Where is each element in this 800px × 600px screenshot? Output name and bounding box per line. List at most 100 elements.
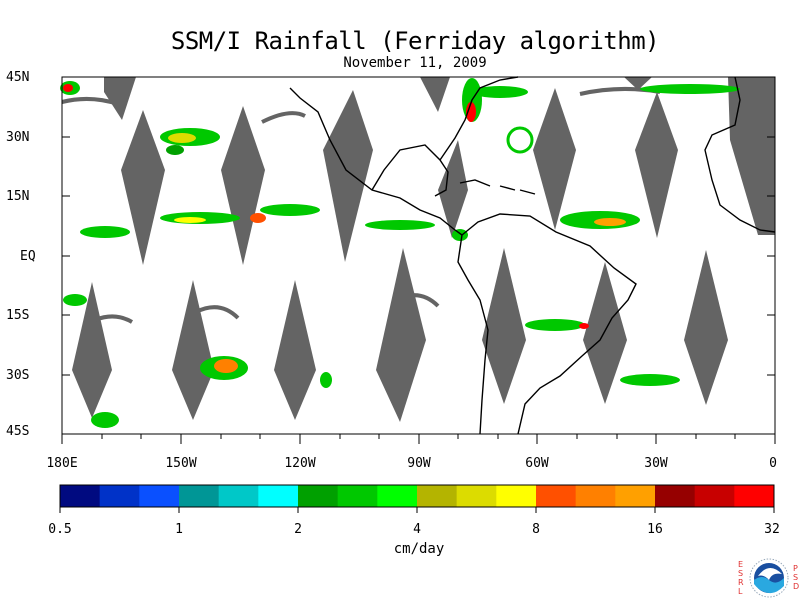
- rain-patch: [579, 323, 589, 329]
- logo-letter: D: [793, 582, 800, 591]
- swath-edge-arc: [195, 305, 240, 320]
- colorbar-swatch: [139, 485, 180, 507]
- logo-letter: P: [793, 564, 798, 573]
- colorbar-swatch: [694, 485, 735, 507]
- rain-patch: [214, 359, 238, 373]
- coastlines: [289, 76, 776, 435]
- colorbar-units: cm/day: [393, 541, 445, 557]
- swath-edge-arc: [395, 293, 440, 308]
- colorbar-tick-label: 1: [175, 522, 183, 537]
- swath-gap: [624, 77, 652, 90]
- rain-patch: [250, 213, 266, 223]
- colorbar-tick-label: 32: [764, 522, 780, 537]
- swath-gap: [420, 77, 450, 112]
- lat-label: 15S: [6, 308, 30, 323]
- logo-letter: S: [793, 573, 799, 582]
- map-date: November 11, 2009: [343, 55, 487, 71]
- lon-label: 90W: [407, 456, 431, 471]
- missing-swaths: [61, 77, 775, 422]
- colorbar-swatch: [536, 485, 577, 507]
- lon-label: 30W: [644, 456, 668, 471]
- rain-patch: [63, 84, 73, 92]
- colorbar-swatch: [575, 485, 616, 507]
- lon-ticks: [61, 434, 776, 444]
- colorbar-swatch: [377, 485, 418, 507]
- swath-gap: [121, 110, 165, 265]
- swath-edge-arc: [61, 97, 119, 106]
- lon-label: 150W: [165, 456, 197, 471]
- swath-gap: [482, 248, 526, 404]
- lat-label: 15N: [6, 189, 30, 204]
- colorbar-swatch: [99, 485, 140, 507]
- rain-patch: [640, 84, 740, 94]
- lon-label: 180E: [46, 456, 78, 471]
- swath-gap: [583, 262, 627, 404]
- rain-patch: [620, 374, 680, 386]
- swath-gap: [274, 280, 316, 420]
- coastline-north-america: [289, 76, 519, 236]
- rain-patch: [168, 133, 196, 143]
- noaa-logo: E S R L P S D: [738, 556, 800, 600]
- colorbar-swatch: [615, 485, 656, 507]
- colorbar-swatch: [258, 485, 299, 507]
- colorbar-tick-label: 4: [413, 522, 421, 537]
- rain-patch: [365, 220, 435, 230]
- rain-patches: [60, 78, 740, 428]
- swath-edge-arc: [94, 314, 134, 324]
- rain-patch: [525, 319, 585, 331]
- precip-map: [60, 76, 776, 444]
- lat-label: EQ: [20, 249, 36, 264]
- rain-patch: [260, 204, 320, 216]
- swath-gap: [533, 88, 576, 230]
- noaa-emblem-icon: [749, 558, 789, 598]
- swath-gap: [172, 280, 214, 420]
- colorbar-swatch: [734, 485, 775, 507]
- rain-patch: [594, 218, 626, 226]
- rain-patch: [91, 412, 119, 428]
- colorbar-swatch: [337, 485, 378, 507]
- logo-right-letters: P S D: [793, 564, 799, 591]
- rain-patch: [80, 226, 130, 238]
- coastline-caribbean: [459, 179, 536, 195]
- rain-patch: [472, 86, 528, 98]
- rain-patch: [466, 102, 476, 122]
- rain-patch: [63, 294, 87, 306]
- colorbar-swatch: [60, 485, 101, 507]
- lat-label: 30S: [6, 368, 30, 383]
- colorbar-swatch: [655, 485, 696, 507]
- colorbar-tick-label: 0.5: [48, 522, 72, 537]
- lon-label: 0: [769, 456, 777, 471]
- swath-gap: [376, 248, 426, 422]
- rain-patch: [166, 145, 184, 155]
- colorbar-swatch: [298, 485, 339, 507]
- swath-gap: [221, 106, 265, 265]
- swath-gap: [323, 90, 373, 262]
- colorbar-tick-label: 16: [647, 522, 663, 537]
- swath-gap: [728, 77, 775, 235]
- logo-letter: L: [738, 587, 743, 596]
- swath-gap: [635, 92, 678, 238]
- colorbar: [60, 485, 775, 507]
- rain-patch: [320, 372, 332, 388]
- colorbar-tick-label: 2: [294, 522, 302, 537]
- colorbar-swatch: [496, 485, 537, 507]
- rain-patch: [452, 229, 468, 241]
- lon-label: 60W: [525, 456, 549, 471]
- colorbar-swatch: [417, 485, 458, 507]
- lat-label: 45S: [6, 424, 30, 439]
- coastline-africa: [704, 76, 776, 233]
- swath-gap: [684, 250, 728, 405]
- logo-letter: R: [738, 578, 744, 587]
- map-title: SSM/I Rainfall (Ferriday algorithm): [170, 27, 660, 55]
- rain-patch: [506, 126, 534, 154]
- swath-gap: [104, 77, 136, 120]
- swath-edge-arc: [261, 111, 306, 124]
- colorbar-tick-label: 8: [532, 522, 540, 537]
- lat-label: 45N: [6, 70, 30, 85]
- lon-label: 120W: [284, 456, 316, 471]
- colorbar-swatch: [456, 485, 497, 507]
- colorbar-ticks: [59, 507, 775, 513]
- logo-letter: S: [738, 569, 744, 578]
- rain-patch: [174, 217, 206, 223]
